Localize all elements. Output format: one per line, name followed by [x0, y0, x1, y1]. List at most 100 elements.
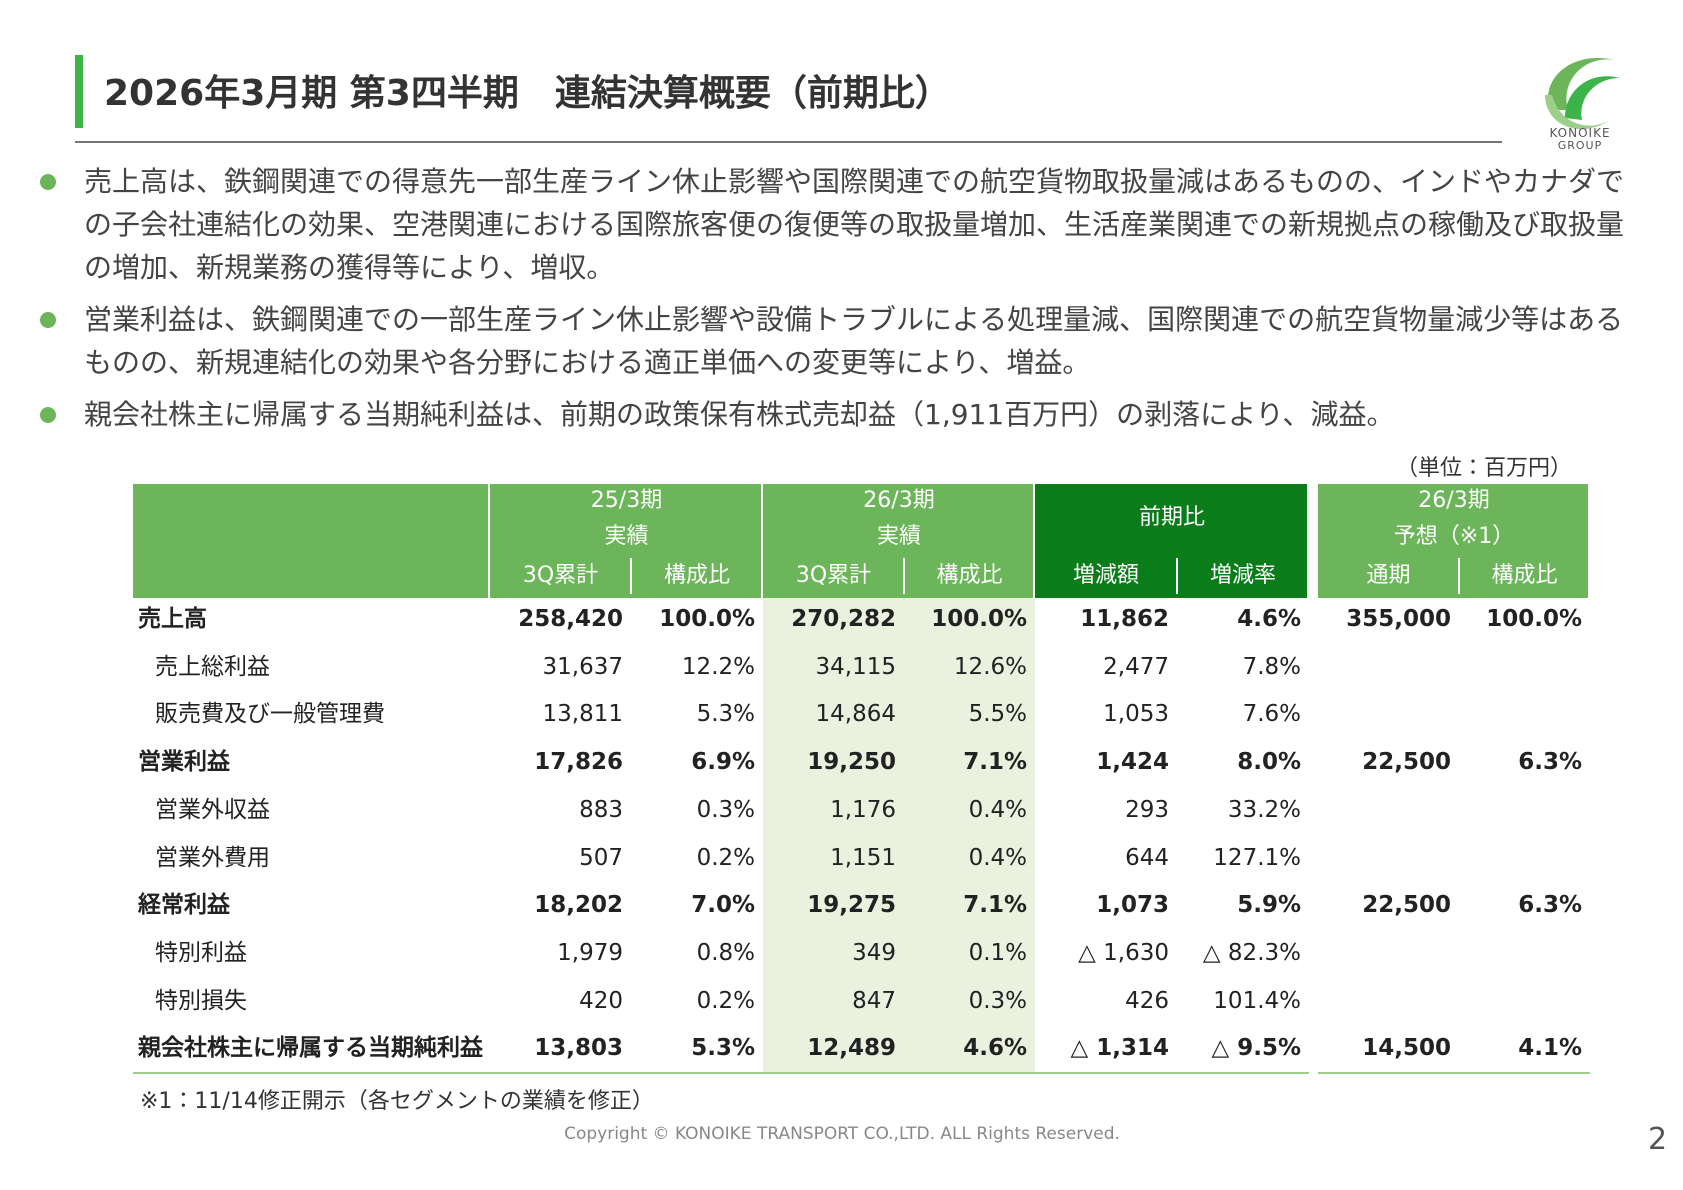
cell: 426: [1125, 987, 1169, 1014]
cell: 293: [1125, 796, 1169, 823]
cell: 270,282: [791, 606, 896, 632]
subheader: 増減率: [1209, 563, 1276, 588]
group-header-text: 25/3期: [590, 488, 663, 513]
cell: 0.4%: [968, 796, 1027, 823]
cell: 5.3%: [696, 701, 755, 728]
group-header: [1035, 484, 1307, 598]
cell: △ 9.5%: [1211, 1035, 1301, 1062]
cell: 1,151: [830, 844, 896, 871]
group-header: [490, 484, 761, 598]
table-rule: [133, 1072, 1309, 1074]
row-label: 売上総利益: [155, 653, 270, 680]
cell: 13,803: [534, 1035, 623, 1062]
cell: △ 1,630: [1078, 939, 1169, 966]
subheader: 構成比: [663, 563, 730, 588]
cell: 0.4%: [968, 844, 1027, 871]
cell: 5.9%: [1237, 892, 1301, 919]
row-label: 営業外収益: [155, 796, 270, 823]
header-bg: [133, 484, 488, 598]
cell: 0.1%: [968, 939, 1027, 966]
cell: 31,637: [542, 653, 623, 680]
bullet-text: 売上高は、鉄鋼関連での得意先一部生産ライン休止影響や国際関連での航空貨物取扱量減…: [84, 165, 1625, 284]
cell: 507: [579, 844, 623, 871]
title: 2026年3月期 第3四半期 連結決算概要（前期比）: [104, 73, 951, 114]
cell: 12.6%: [953, 653, 1027, 680]
cell: 0.3%: [696, 796, 755, 823]
cell: 0.2%: [696, 987, 755, 1014]
cell: 644: [1125, 844, 1169, 871]
cell: 6.9%: [691, 749, 755, 776]
cell: 7.6%: [1242, 701, 1301, 728]
cell: 7.1%: [963, 749, 1027, 776]
cell: 22,500: [1362, 892, 1451, 919]
row-label: 販売費及び一般管理費: [155, 701, 385, 728]
cell: 33.2%: [1227, 796, 1301, 823]
bullet-dot: [40, 407, 56, 423]
cell: 349: [852, 939, 896, 966]
cell: 420: [579, 987, 623, 1014]
cell: 4.1%: [1518, 1035, 1582, 1062]
group-header-text: 実績: [876, 524, 921, 549]
subheader: 構成比: [936, 563, 1003, 588]
cell: 12,489: [807, 1035, 896, 1062]
cell: 8.0%: [1237, 749, 1301, 776]
row-label: 親会社株主に帰属する当期純利益: [138, 1035, 483, 1062]
cell: 1,073: [1096, 892, 1169, 919]
subheader: 構成比: [1491, 563, 1558, 588]
highlight-column: [763, 598, 1035, 1073]
page-number: 2: [1648, 1122, 1668, 1157]
cell: 5.5%: [968, 701, 1027, 728]
cell: 18,202: [534, 892, 623, 919]
cell: 1,424: [1096, 749, 1169, 776]
cell: 19,275: [807, 892, 896, 919]
subheader: 3Q累計: [795, 563, 872, 588]
subheader: 通期: [1366, 563, 1411, 588]
group-header: [763, 484, 1033, 598]
group-header-text: 26/3期: [1418, 488, 1490, 513]
cell: 2,477: [1103, 653, 1169, 680]
cell: 100.0%: [659, 606, 755, 632]
footnote: ※1：11/14修正開示（各セグメントの業績を修正）: [140, 1089, 654, 1114]
title-bar: [75, 55, 83, 128]
subheader: 増減額: [1072, 563, 1139, 588]
cell: 4.6%: [1237, 606, 1301, 632]
row-label: 経常利益: [138, 892, 230, 919]
cell: 0.2%: [696, 844, 755, 871]
cell: 100.0%: [931, 606, 1027, 632]
logo: KONOIKE GROUP: [1545, 58, 1620, 152]
group-header: [1318, 484, 1588, 598]
table-rule: [1318, 1072, 1590, 1074]
cell: 847: [852, 987, 896, 1014]
logo-name: KONOIKE: [1549, 126, 1610, 140]
bullet-dot: [40, 312, 56, 328]
cell: 14,864: [815, 701, 896, 728]
cell: 6.3%: [1518, 892, 1582, 919]
cell: 101.4%: [1213, 987, 1301, 1014]
cell: 1,176: [830, 796, 896, 823]
group-header-text: 予想（※1）: [1393, 524, 1515, 549]
cell: 883: [579, 796, 623, 823]
logo-group: GROUP: [1558, 139, 1603, 152]
bullet-text: 親会社株主に帰属する当期純利益は、前期の政策保有株式売却益（1,911百万円）の…: [84, 398, 1395, 431]
row-label: 特別損失: [155, 987, 247, 1014]
cell: 0.8%: [696, 939, 755, 966]
cell: 7.8%: [1242, 653, 1301, 680]
cell: 22,500: [1362, 749, 1451, 776]
cell: 258,420: [518, 606, 623, 632]
cell: 127.1%: [1213, 844, 1301, 871]
cell: 19,250: [807, 749, 896, 776]
bullet-dot: [40, 174, 56, 190]
group-header-text: 26/3期: [863, 488, 935, 513]
cell: 12.2%: [681, 653, 755, 680]
row-label: 営業利益: [138, 749, 230, 776]
cell: △ 82.3%: [1202, 939, 1301, 966]
header-divider: [1176, 558, 1178, 594]
cell: 1,979: [557, 939, 623, 966]
cell: 13,811: [542, 701, 623, 728]
cell: 7.0%: [691, 892, 755, 919]
cell: 14,500: [1362, 1035, 1451, 1062]
cell: 11,862: [1080, 606, 1169, 632]
row-label: 特別利益: [155, 939, 247, 966]
cell: 6.3%: [1518, 749, 1582, 776]
